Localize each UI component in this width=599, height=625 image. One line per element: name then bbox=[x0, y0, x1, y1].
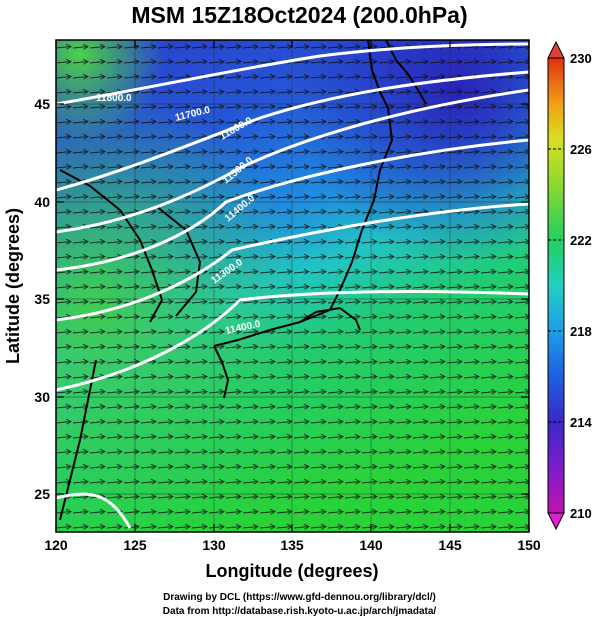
colorbar-tick-label: 214 bbox=[570, 415, 592, 430]
x-axis-tick-labels: 120 125 130 135 140 145 150 bbox=[44, 537, 541, 553]
colorbar-tick-label: 226 bbox=[570, 142, 592, 157]
contour-label: 11800.0 bbox=[96, 93, 132, 104]
y-tick-label: 40 bbox=[34, 194, 50, 210]
colorbar-max-triangle bbox=[547, 40, 565, 59]
x-tick-label: 130 bbox=[202, 537, 226, 553]
y-tick-label: 35 bbox=[34, 291, 50, 307]
x-tick-label: 135 bbox=[280, 537, 304, 553]
y-tick-label: 45 bbox=[34, 96, 50, 112]
colorbar-min-triangle bbox=[547, 512, 565, 531]
y-axis-ticks bbox=[56, 103, 529, 495]
temperature-field: 11800.0 11700.0 11600.0 11500.0 11400.0 … bbox=[56, 40, 529, 532]
colorbar-scale bbox=[547, 57, 565, 514]
wind-streamlines bbox=[56, 40, 529, 532]
colorbar: 210 214 218 222 226 230 bbox=[547, 40, 592, 531]
colorbar-tick-label: 210 bbox=[570, 506, 592, 521]
x-tick-label: 150 bbox=[517, 537, 541, 553]
colorbar-tick-labels: 210 214 218 222 226 230 bbox=[570, 51, 592, 521]
y-axis-tick-labels: 25 30 35 40 45 bbox=[34, 96, 50, 502]
colorbar-tick-label: 230 bbox=[570, 51, 592, 66]
coastlines bbox=[59, 40, 427, 521]
colorbar-tick-label: 218 bbox=[570, 324, 592, 339]
colorbar-ticks bbox=[548, 57, 564, 514]
graticule bbox=[56, 40, 529, 532]
y-tick-label: 25 bbox=[34, 486, 50, 502]
x-tick-label: 145 bbox=[438, 537, 462, 553]
x-tick-label: 125 bbox=[123, 537, 147, 553]
map-title: MSM 15Z18Oct2024 (200.0hPa) bbox=[131, 2, 468, 28]
x-axis-label: Longitude (degrees) bbox=[205, 561, 378, 581]
y-tick-label: 30 bbox=[34, 389, 50, 405]
colorbar-tick-label: 222 bbox=[570, 233, 592, 248]
credit-drawing: Drawing by DCL (https://www.gfd-dennou.o… bbox=[163, 592, 436, 603]
x-axis-ticks bbox=[55, 40, 530, 532]
height-contours bbox=[56, 42, 529, 529]
credit-data: Data from http://database.rish.kyoto-u.a… bbox=[162, 606, 437, 617]
x-tick-label: 120 bbox=[44, 537, 68, 553]
y-axis-label: Latitude (degrees) bbox=[3, 208, 23, 364]
x-tick-label: 140 bbox=[359, 537, 383, 553]
